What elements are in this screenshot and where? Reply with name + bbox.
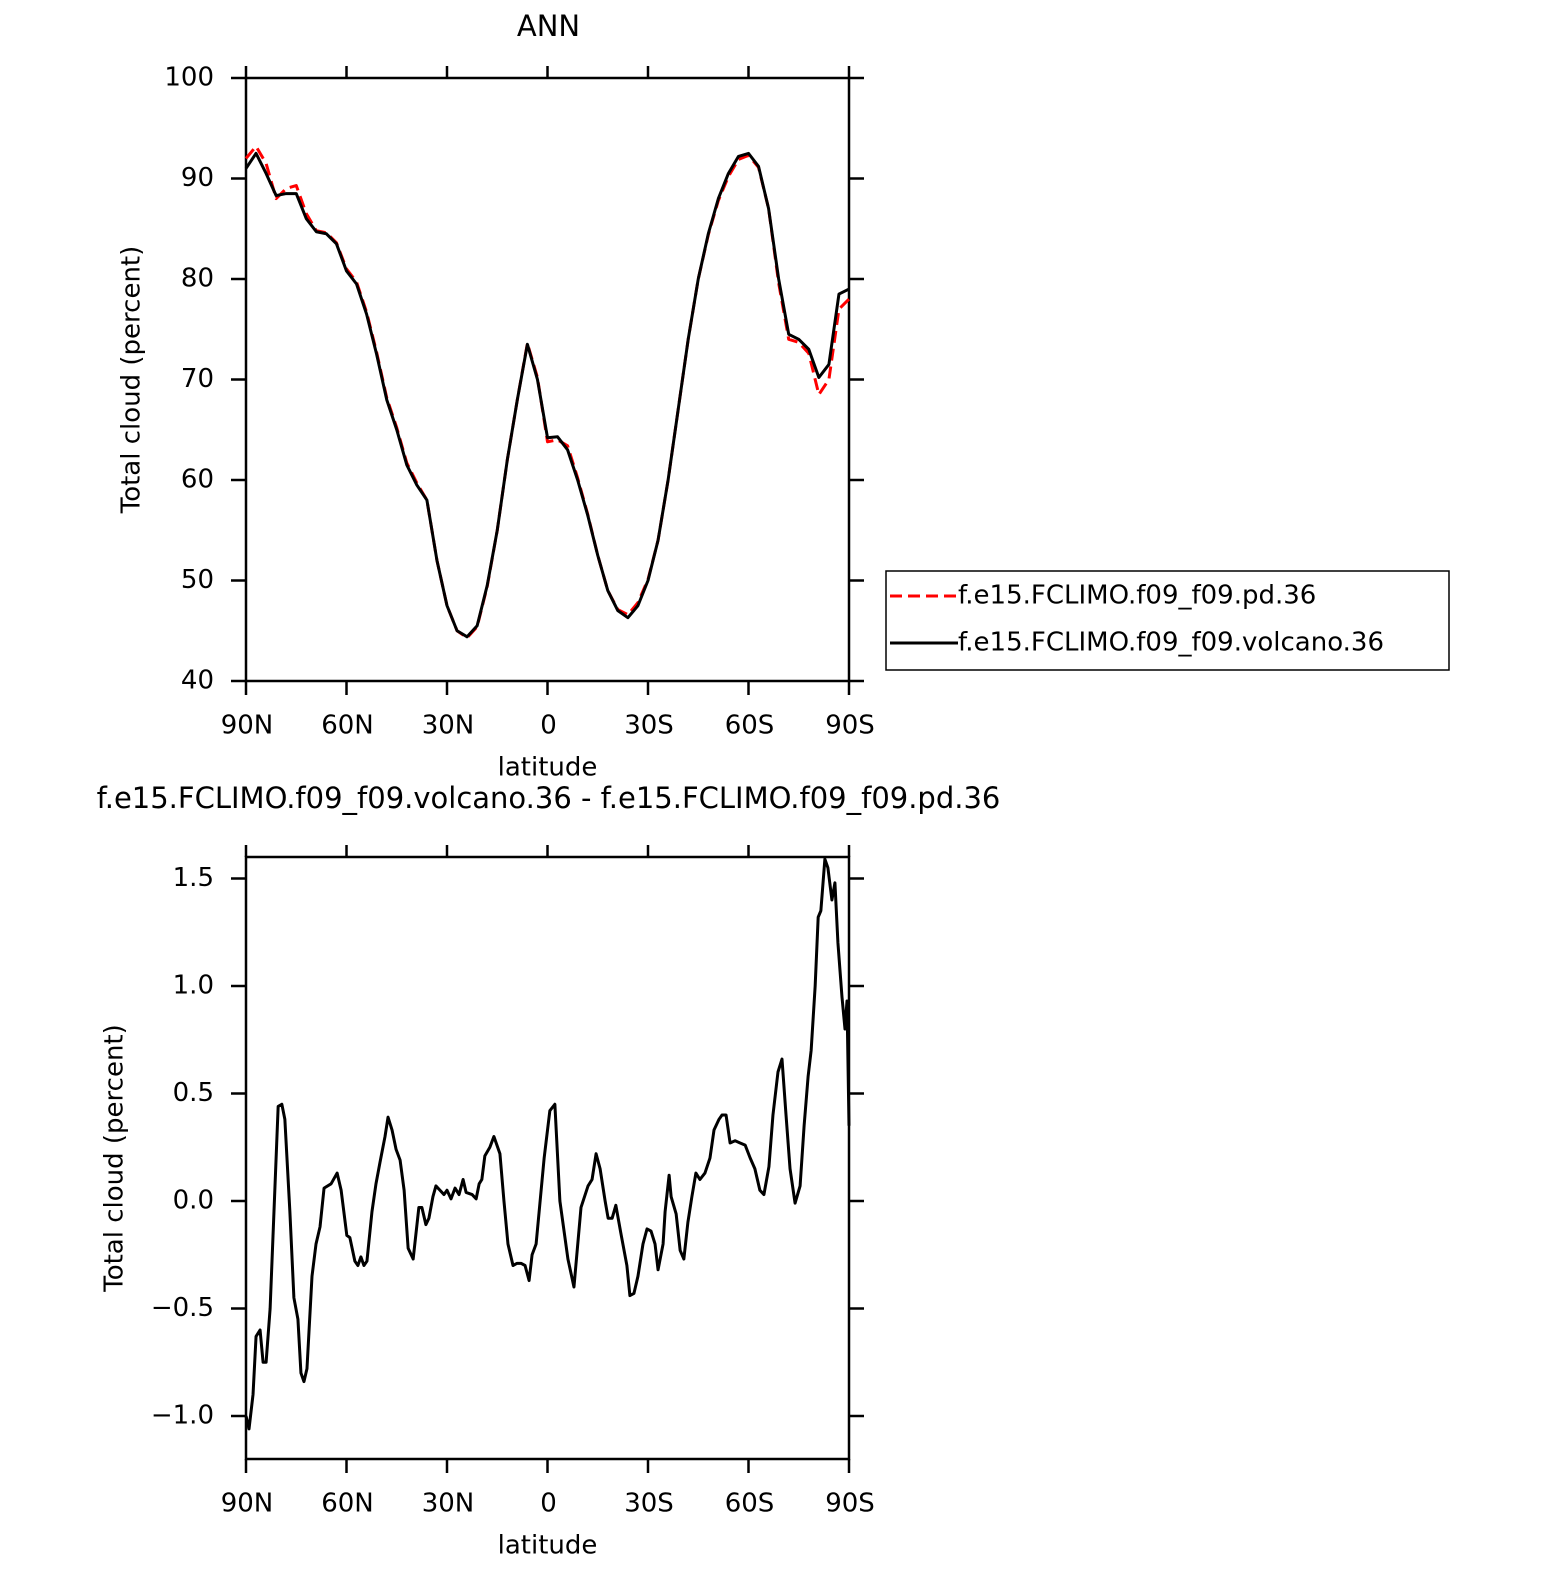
y-tick-label: 40 [181, 666, 214, 696]
legend-label: f.e15.FCLIMO.f09_f09.volcano.36 [958, 628, 1384, 658]
y-tick-label: 50 [181, 565, 214, 595]
y-tick-label: −1.0 [151, 1401, 214, 1431]
y-tick-label: 1.5 [173, 863, 214, 893]
y-axis-label: Total cloud (percent) [117, 246, 147, 515]
y-tick-label: 1.0 [173, 971, 214, 1001]
data-line [244, 151, 850, 639]
y-tick-label: 100 [164, 63, 214, 93]
y-tick-label: 70 [181, 364, 214, 394]
x-tick-label: 90N [221, 1489, 274, 1519]
x-axis-label: latitude [498, 1531, 598, 1561]
x-tick-label: 30N [422, 711, 475, 741]
x-tick-label: 0 [540, 711, 557, 741]
legend-box [885, 570, 1450, 671]
x-tick-label: 30S [624, 1489, 674, 1519]
chart-title: f.e15.FCLIMO.f09_f09.volcano.36 - f.e15.… [97, 781, 1001, 815]
x-tick-label: 60S [725, 711, 775, 741]
x-tick-label: 60N [321, 1489, 374, 1519]
y-tick-label: 0.0 [173, 1186, 214, 1216]
y-axis-label: Total cloud (percent) [100, 1024, 130, 1293]
chart-title: ANN [517, 9, 580, 43]
x-tick-label: 90S [825, 711, 875, 741]
x-tick-label: 90S [825, 1489, 875, 1519]
x-tick-label: 0 [540, 1489, 557, 1519]
plot-frame [244, 855, 851, 1461]
y-tick-label: 90 [181, 163, 214, 193]
y-tick-label: 80 [181, 264, 214, 294]
x-tick-label: 30N [422, 1489, 475, 1519]
x-tick-label: 90N [221, 711, 274, 741]
y-tick-label: 60 [181, 465, 214, 495]
x-tick-label: 60N [321, 711, 374, 741]
y-tick-label: 0.5 [173, 1078, 214, 1108]
legend-label: f.e15.FCLIMO.f09_f09.pd.36 [958, 581, 1316, 611]
x-tick-label: 30S [624, 711, 674, 741]
x-tick-label: 60S [725, 1489, 775, 1519]
x-axis-label: latitude [498, 753, 598, 783]
data-line [244, 144, 851, 640]
data-line [244, 857, 851, 1431]
y-tick-label: −0.5 [151, 1293, 214, 1323]
